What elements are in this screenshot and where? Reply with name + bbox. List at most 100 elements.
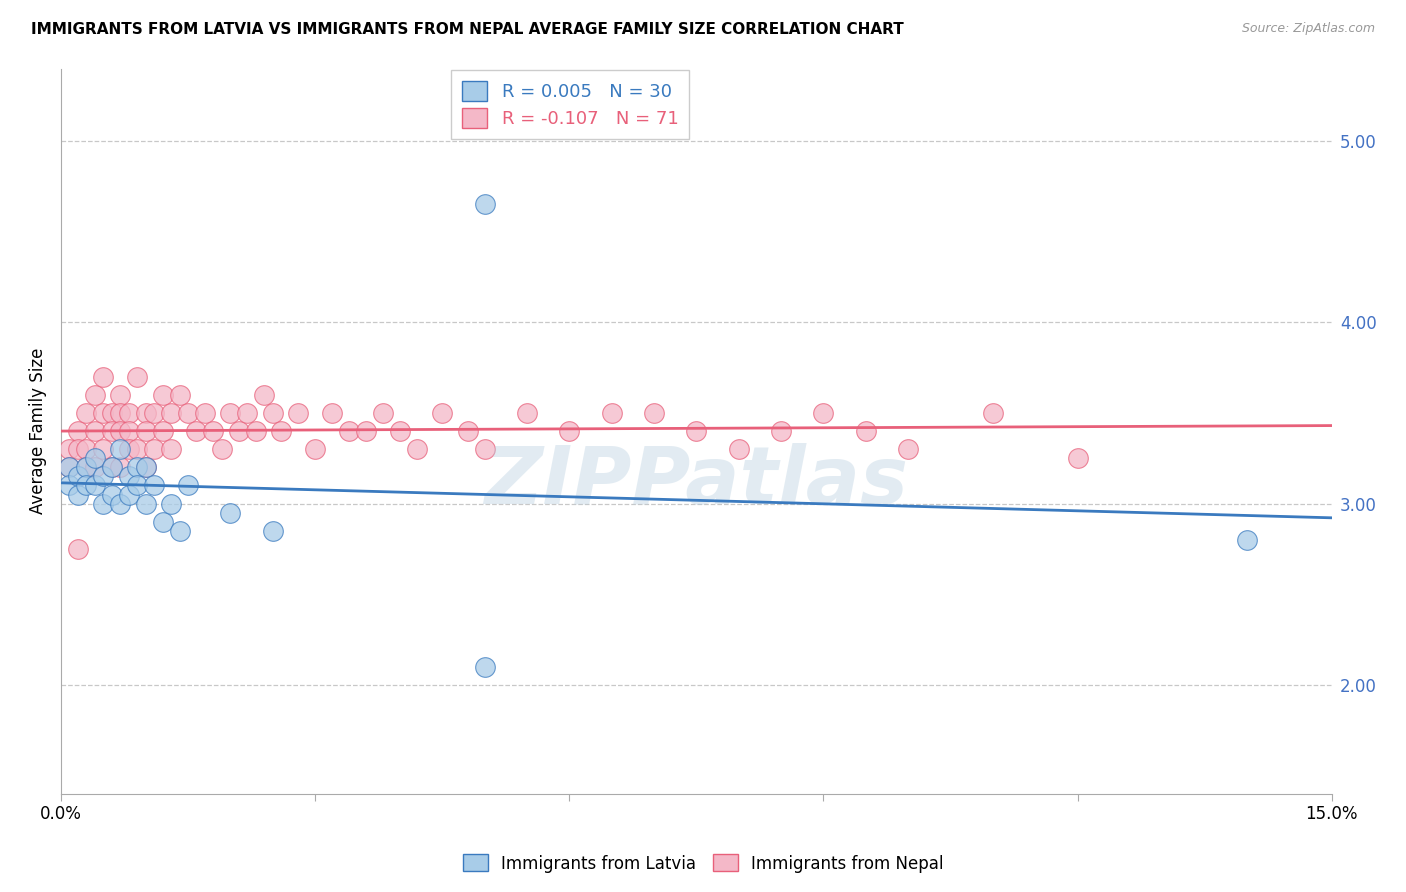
Point <box>83 388 105 402</box>
Point <box>186 424 208 438</box>
Point <box>177 406 200 420</box>
Point <box>143 442 166 457</box>
Point <box>143 478 166 492</box>
Point <box>127 460 149 475</box>
Point <box>91 406 114 420</box>
Point <box>1066 451 1088 466</box>
Point <box>66 424 89 438</box>
Point <box>855 424 877 438</box>
Point <box>457 424 479 438</box>
Point <box>160 442 183 457</box>
Point <box>58 442 80 457</box>
Point <box>160 497 183 511</box>
Point <box>75 406 97 420</box>
Point <box>169 388 191 402</box>
Point <box>371 406 394 420</box>
Point <box>135 424 157 438</box>
Point <box>219 406 242 420</box>
Point <box>110 424 132 438</box>
Point <box>321 406 343 420</box>
Point <box>110 460 132 475</box>
Point <box>474 442 496 457</box>
Point <box>228 424 250 438</box>
Point <box>101 460 124 475</box>
Point <box>58 478 80 492</box>
Point <box>202 424 225 438</box>
Point <box>75 442 97 457</box>
Point <box>177 478 200 492</box>
Point <box>219 506 242 520</box>
Y-axis label: Average Family Size: Average Family Size <box>30 348 46 515</box>
Point <box>110 497 132 511</box>
Point <box>245 424 267 438</box>
Point <box>135 497 157 511</box>
Point <box>135 460 157 475</box>
Point <box>685 424 707 438</box>
Point <box>143 406 166 420</box>
Point <box>101 460 124 475</box>
Point <box>152 515 174 529</box>
Point <box>75 460 97 475</box>
Point <box>75 460 97 475</box>
Point <box>110 388 132 402</box>
Point <box>118 424 141 438</box>
Legend: Immigrants from Latvia, Immigrants from Nepal: Immigrants from Latvia, Immigrants from … <box>456 847 950 880</box>
Point <box>160 406 183 420</box>
Point <box>83 460 105 475</box>
Point <box>304 442 326 457</box>
Point <box>897 442 920 457</box>
Point <box>66 469 89 483</box>
Point <box>287 406 309 420</box>
Point <box>83 451 105 466</box>
Point <box>135 460 157 475</box>
Point <box>430 406 453 420</box>
Point <box>270 424 292 438</box>
Point <box>91 469 114 483</box>
Point <box>474 197 496 211</box>
Point <box>152 388 174 402</box>
Point <box>118 442 141 457</box>
Point <box>169 524 191 538</box>
Point <box>118 487 141 501</box>
Point <box>75 478 97 492</box>
Point <box>474 660 496 674</box>
Point <box>194 406 217 420</box>
Point <box>262 406 284 420</box>
Point <box>101 406 124 420</box>
Point <box>101 487 124 501</box>
Point <box>66 541 89 556</box>
Text: ZIPPatlas: ZIPPatlas <box>484 442 908 521</box>
Point <box>262 524 284 538</box>
Point <box>118 406 141 420</box>
Point <box>91 369 114 384</box>
Point <box>516 406 538 420</box>
Point <box>83 478 105 492</box>
Point <box>135 406 157 420</box>
Point <box>354 424 377 438</box>
Point <box>110 442 132 457</box>
Point <box>83 424 105 438</box>
Point <box>91 497 114 511</box>
Point <box>236 406 259 420</box>
Point <box>58 460 80 475</box>
Point <box>253 388 276 402</box>
Point <box>91 442 114 457</box>
Point <box>337 424 360 438</box>
Point <box>66 442 89 457</box>
Point <box>388 424 411 438</box>
Point <box>127 369 149 384</box>
Point <box>118 469 141 483</box>
Point <box>1236 533 1258 547</box>
Point <box>110 406 132 420</box>
Text: IMMIGRANTS FROM LATVIA VS IMMIGRANTS FROM NEPAL AVERAGE FAMILY SIZE CORRELATION : IMMIGRANTS FROM LATVIA VS IMMIGRANTS FRO… <box>31 22 904 37</box>
Point <box>405 442 427 457</box>
Point <box>643 406 665 420</box>
Point <box>58 460 80 475</box>
Point <box>981 406 1004 420</box>
Text: Source: ZipAtlas.com: Source: ZipAtlas.com <box>1241 22 1375 36</box>
Point <box>152 424 174 438</box>
Point <box>66 487 89 501</box>
Point <box>770 424 793 438</box>
Point <box>600 406 623 420</box>
Point <box>101 424 124 438</box>
